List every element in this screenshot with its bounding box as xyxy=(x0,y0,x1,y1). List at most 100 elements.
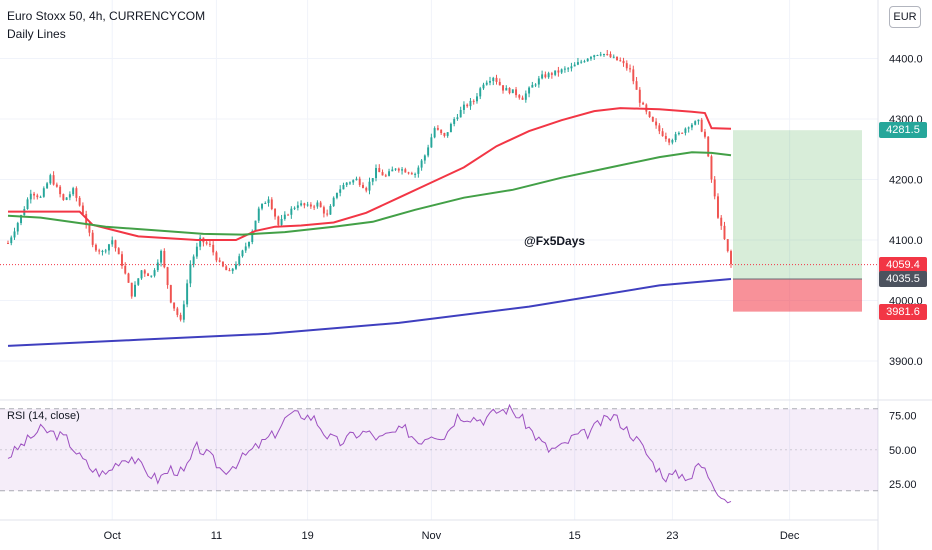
candle-body xyxy=(166,267,169,286)
candle-body xyxy=(94,244,97,251)
candle-body xyxy=(228,270,231,272)
candle-body xyxy=(586,58,589,62)
candle-body xyxy=(160,250,163,263)
candle-body xyxy=(687,127,690,129)
time-tick-label: Dec xyxy=(780,530,800,542)
price-tick-label: 3900.0 xyxy=(889,356,923,368)
candle-body xyxy=(362,184,364,188)
candle-body xyxy=(433,128,436,138)
indicator-label[interactable]: Daily Lines xyxy=(7,27,66,41)
candle-body xyxy=(629,68,632,70)
candle-body xyxy=(20,215,23,224)
candle-body xyxy=(169,285,172,303)
candle-body xyxy=(495,77,498,82)
rsi-tick-label: 75.00 xyxy=(889,411,917,423)
candle-body xyxy=(26,199,29,210)
candle-body xyxy=(156,262,159,271)
candle-body xyxy=(251,231,254,243)
rsi-line xyxy=(7,403,732,504)
candle-body xyxy=(707,136,710,157)
time-tick-label: 23 xyxy=(666,530,678,542)
candle-body xyxy=(619,60,622,62)
candle-body xyxy=(49,175,52,184)
candle-body xyxy=(329,205,332,215)
candle-body xyxy=(42,188,45,197)
candle-body xyxy=(277,216,280,225)
candle-body xyxy=(114,240,117,249)
candle-body xyxy=(407,172,410,174)
candle-body xyxy=(599,54,602,56)
candle-body xyxy=(62,194,65,200)
candle-body xyxy=(515,89,518,96)
candle-body xyxy=(606,54,609,56)
candle-body xyxy=(29,193,32,200)
candle-body xyxy=(469,100,472,107)
candle-body xyxy=(52,175,55,185)
candle-body xyxy=(339,189,342,193)
candle-body xyxy=(218,260,221,262)
candle-body xyxy=(730,251,732,265)
candle-body xyxy=(453,119,456,124)
candle-body xyxy=(449,123,452,133)
candle-body xyxy=(153,270,156,276)
price-tick-label: 4200.0 xyxy=(889,175,923,187)
candle-body xyxy=(502,85,505,91)
candle-body xyxy=(335,192,338,198)
current-price-tag: 4059.4 xyxy=(879,256,927,273)
candle-body xyxy=(681,132,684,134)
candle-body xyxy=(326,213,329,215)
candle-body xyxy=(274,209,277,217)
candle-body xyxy=(293,207,296,209)
candle-body xyxy=(68,194,71,198)
candle-body xyxy=(176,308,179,315)
candle-body xyxy=(616,56,618,61)
candle-body xyxy=(46,183,49,189)
candle-body xyxy=(13,231,16,238)
candle-body xyxy=(179,314,182,320)
candle-body xyxy=(482,84,485,89)
candle-body xyxy=(511,89,514,94)
chart-header: Euro Stoxx 50, 4h, CURRENCYCOM Daily Lin… xyxy=(7,7,205,43)
candle-body xyxy=(472,100,475,102)
candle-body xyxy=(264,203,267,205)
candle-body xyxy=(290,208,293,215)
candle-body xyxy=(257,208,260,221)
candle-body xyxy=(261,203,264,209)
candle-body xyxy=(101,250,104,252)
candle-body xyxy=(492,77,495,82)
candle-body xyxy=(554,70,557,75)
candle-body xyxy=(440,129,443,134)
candle-body xyxy=(130,282,133,297)
candle-body xyxy=(655,121,658,126)
candle-body xyxy=(186,283,189,305)
candle-body xyxy=(81,205,84,215)
candle-body xyxy=(690,124,693,128)
rsi-title[interactable]: RSI (14, close) xyxy=(7,410,80,422)
candle-body xyxy=(189,264,192,284)
candle-body xyxy=(254,220,257,232)
candle-body xyxy=(225,266,228,271)
candle-body xyxy=(401,169,404,171)
candle-body xyxy=(430,137,433,148)
candle-body xyxy=(195,246,198,257)
candle-body xyxy=(348,182,351,184)
candle-body xyxy=(596,55,599,57)
candle-body xyxy=(703,131,706,137)
currency-button[interactable]: EUR xyxy=(889,6,921,28)
candle-body xyxy=(394,168,397,170)
candle-body xyxy=(505,87,508,91)
stop-loss-zone[interactable] xyxy=(733,279,862,312)
take-profit-zone[interactable] xyxy=(733,130,862,280)
symbol-title[interactable]: Euro Stoxx 50, 4h, CURRENCYCOM xyxy=(7,9,206,23)
candle-body xyxy=(134,284,136,297)
candle-body xyxy=(638,89,641,103)
time-tick-label: Oct xyxy=(104,530,121,542)
rsi-tick-label: 50.00 xyxy=(889,445,917,457)
candle-body xyxy=(91,232,94,245)
candle-body xyxy=(98,250,101,252)
candle-body xyxy=(550,73,553,75)
candle-body xyxy=(423,155,426,161)
time-tick-label: 15 xyxy=(569,530,581,542)
candle-body xyxy=(632,69,635,82)
